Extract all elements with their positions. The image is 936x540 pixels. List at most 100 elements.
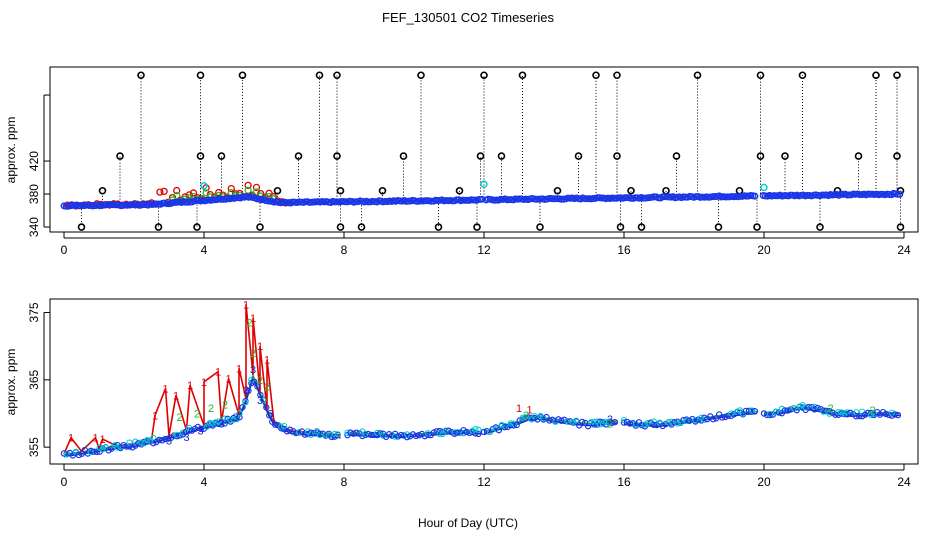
raw-spike-point xyxy=(854,152,863,160)
series3-point xyxy=(567,418,574,425)
raw-spike-point xyxy=(616,223,625,231)
series3-point xyxy=(60,450,68,457)
series2-marker: 2 xyxy=(194,408,200,420)
bottom-x-tick-label: 24 xyxy=(897,475,911,489)
chart-title: FEF_130501 CO2 Timeseries xyxy=(382,10,554,25)
series2-marker: 2 xyxy=(222,400,228,412)
series3-point xyxy=(742,407,750,415)
series2-point xyxy=(322,431,329,438)
series3-marker: 3 xyxy=(218,419,224,431)
raw-spike-point xyxy=(336,186,345,195)
bottom-y-tick-label: 365 xyxy=(27,369,41,389)
series2-point xyxy=(173,432,181,439)
series3-point xyxy=(611,418,619,426)
series2-marker: 2 xyxy=(607,419,613,431)
raw-spike-point xyxy=(399,152,408,160)
raw-spike-point xyxy=(480,71,488,80)
series3-point xyxy=(135,440,142,447)
series2-point xyxy=(87,448,94,456)
raw-spike-point xyxy=(896,223,905,231)
series2-marker: 2 xyxy=(264,382,270,394)
raw-spike-point xyxy=(476,152,485,160)
series2-point xyxy=(683,417,690,425)
series2-marker: 2 xyxy=(257,375,263,387)
raw-spike-point xyxy=(455,186,464,195)
series2-point xyxy=(138,439,145,446)
raw-spike-point xyxy=(77,223,86,231)
series3-point xyxy=(347,429,354,436)
series2-point xyxy=(853,409,860,416)
series1-marker: 1 xyxy=(243,299,249,311)
series3-point xyxy=(272,421,279,428)
series3-point xyxy=(75,451,83,459)
series3-point xyxy=(454,429,461,436)
series2-point xyxy=(380,432,387,439)
raw-spike-point xyxy=(637,223,646,231)
raw-spike-point xyxy=(434,223,443,231)
series3-point xyxy=(718,414,726,421)
series1-point xyxy=(189,189,198,197)
bottom-x-tick-label: 12 xyxy=(477,475,491,489)
raw-spike-point xyxy=(217,152,226,160)
series1-marker: 1 xyxy=(526,404,532,416)
top-x-tick-label: 12 xyxy=(477,243,491,257)
raw-spike-point xyxy=(536,223,544,231)
raw-spike-point xyxy=(137,71,145,80)
series2-point xyxy=(334,431,341,438)
series3-point xyxy=(811,406,818,413)
bottom-y-tick-label: 355 xyxy=(27,437,41,457)
series3-point xyxy=(763,411,771,419)
series3-point xyxy=(713,415,720,422)
series3-marker: 3 xyxy=(250,365,256,377)
series3-point xyxy=(403,433,411,441)
raw-spike-point xyxy=(238,71,247,80)
series3-point xyxy=(555,416,562,423)
series3-point xyxy=(182,428,190,435)
raw-spike-point xyxy=(553,186,562,195)
bottom-x-tick-label: 16 xyxy=(617,475,631,489)
series3-point xyxy=(882,410,890,418)
top-x-tick-label: 0 xyxy=(61,243,68,257)
raw-spike-point xyxy=(756,71,765,80)
top-x-tick-label: 8 xyxy=(341,243,348,257)
raw-spike-point xyxy=(294,152,303,160)
raw-spike-point xyxy=(574,152,583,160)
raw-spike-point xyxy=(333,152,341,160)
series1-point xyxy=(244,181,252,190)
series3-point xyxy=(185,427,193,434)
series3-point xyxy=(397,431,405,439)
series2-point xyxy=(802,404,809,411)
series3-point xyxy=(478,195,486,203)
raw-spike-point xyxy=(196,152,205,160)
series2-point xyxy=(674,420,681,427)
series3-point xyxy=(701,414,708,421)
series3-point xyxy=(805,403,812,411)
series3-point xyxy=(891,411,899,418)
series3-point xyxy=(158,437,166,444)
series3-point xyxy=(578,418,586,426)
series2-point xyxy=(826,410,833,417)
series2-marker: 2 xyxy=(208,403,214,415)
series2-point xyxy=(331,430,338,438)
series3-point xyxy=(263,404,270,411)
raw-spike-point xyxy=(893,71,901,80)
series2-point xyxy=(510,420,517,427)
series2-point xyxy=(218,421,225,428)
top-y-axis-label: approx. ppm xyxy=(4,117,18,184)
raw-spike-point xyxy=(193,223,201,231)
series1-marker: 1 xyxy=(257,341,263,353)
series1-point xyxy=(252,183,261,192)
series3-point xyxy=(680,416,687,424)
series3-point xyxy=(266,412,273,419)
series3-point xyxy=(368,431,375,439)
series3-point xyxy=(236,413,243,421)
series2-point xyxy=(391,433,399,440)
series3-point xyxy=(239,404,246,411)
series2-point xyxy=(701,416,708,423)
series3-point xyxy=(439,428,446,436)
series1-point xyxy=(156,188,164,196)
series3-point xyxy=(787,406,794,413)
series2-point xyxy=(280,422,288,430)
